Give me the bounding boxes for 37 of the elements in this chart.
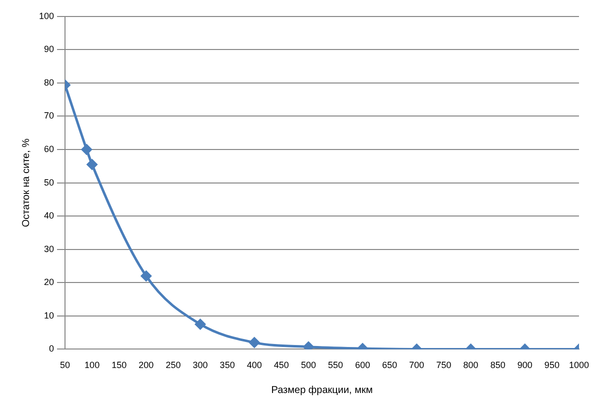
x-axis-title: Размер фракции, мкм [271, 384, 373, 396]
x-tick-label: 100 [84, 360, 100, 370]
x-tick-label: 50 [60, 360, 70, 370]
x-tick-label: 450 [274, 360, 289, 370]
x-tick-label: 750 [436, 360, 452, 370]
x-tick-label: 850 [490, 360, 506, 370]
y-tick-label: 20 [44, 277, 54, 288]
x-tick-label: 900 [517, 360, 532, 370]
point [81, 144, 92, 155]
y-tick-label: 70 [44, 110, 54, 121]
y-tick-label: 10 [44, 310, 54, 320]
x-tick-label: 300 [192, 360, 208, 370]
x-tick-label: 500 [300, 360, 316, 370]
y-tick-label: 50 [44, 177, 54, 188]
x-tick-label: 950 [544, 360, 560, 370]
y-tick-label: 60 [44, 144, 54, 154]
y-tick-label: 90 [44, 44, 54, 54]
x-tick-label: 800 [463, 360, 478, 370]
y-tick-label: 30 [44, 244, 54, 254]
x-tick-label: 350 [220, 360, 235, 370]
x-tick-label: 250 [166, 360, 181, 370]
point [140, 270, 152, 282]
x-tick-label: 400 [246, 360, 262, 370]
y-tick-label: 40 [44, 210, 54, 221]
x-tick-label: 150 [112, 360, 127, 370]
point [303, 342, 314, 350]
x-tick-label: 600 [355, 360, 370, 370]
x-tick-label: 1000 [568, 360, 590, 370]
x-tick-label: 550 [328, 360, 344, 370]
x-tick-label: 700 [409, 360, 424, 370]
y-axis-title: Остаток на сите, % [20, 138, 32, 228]
y-tick-label: 0 [49, 344, 54, 354]
y-tick-label: 80 [44, 77, 54, 88]
x-tick-label: 650 [382, 360, 398, 370]
y-tick-label: 100 [38, 10, 54, 21]
point [86, 159, 98, 170]
x-tick-label: 200 [138, 360, 154, 370]
